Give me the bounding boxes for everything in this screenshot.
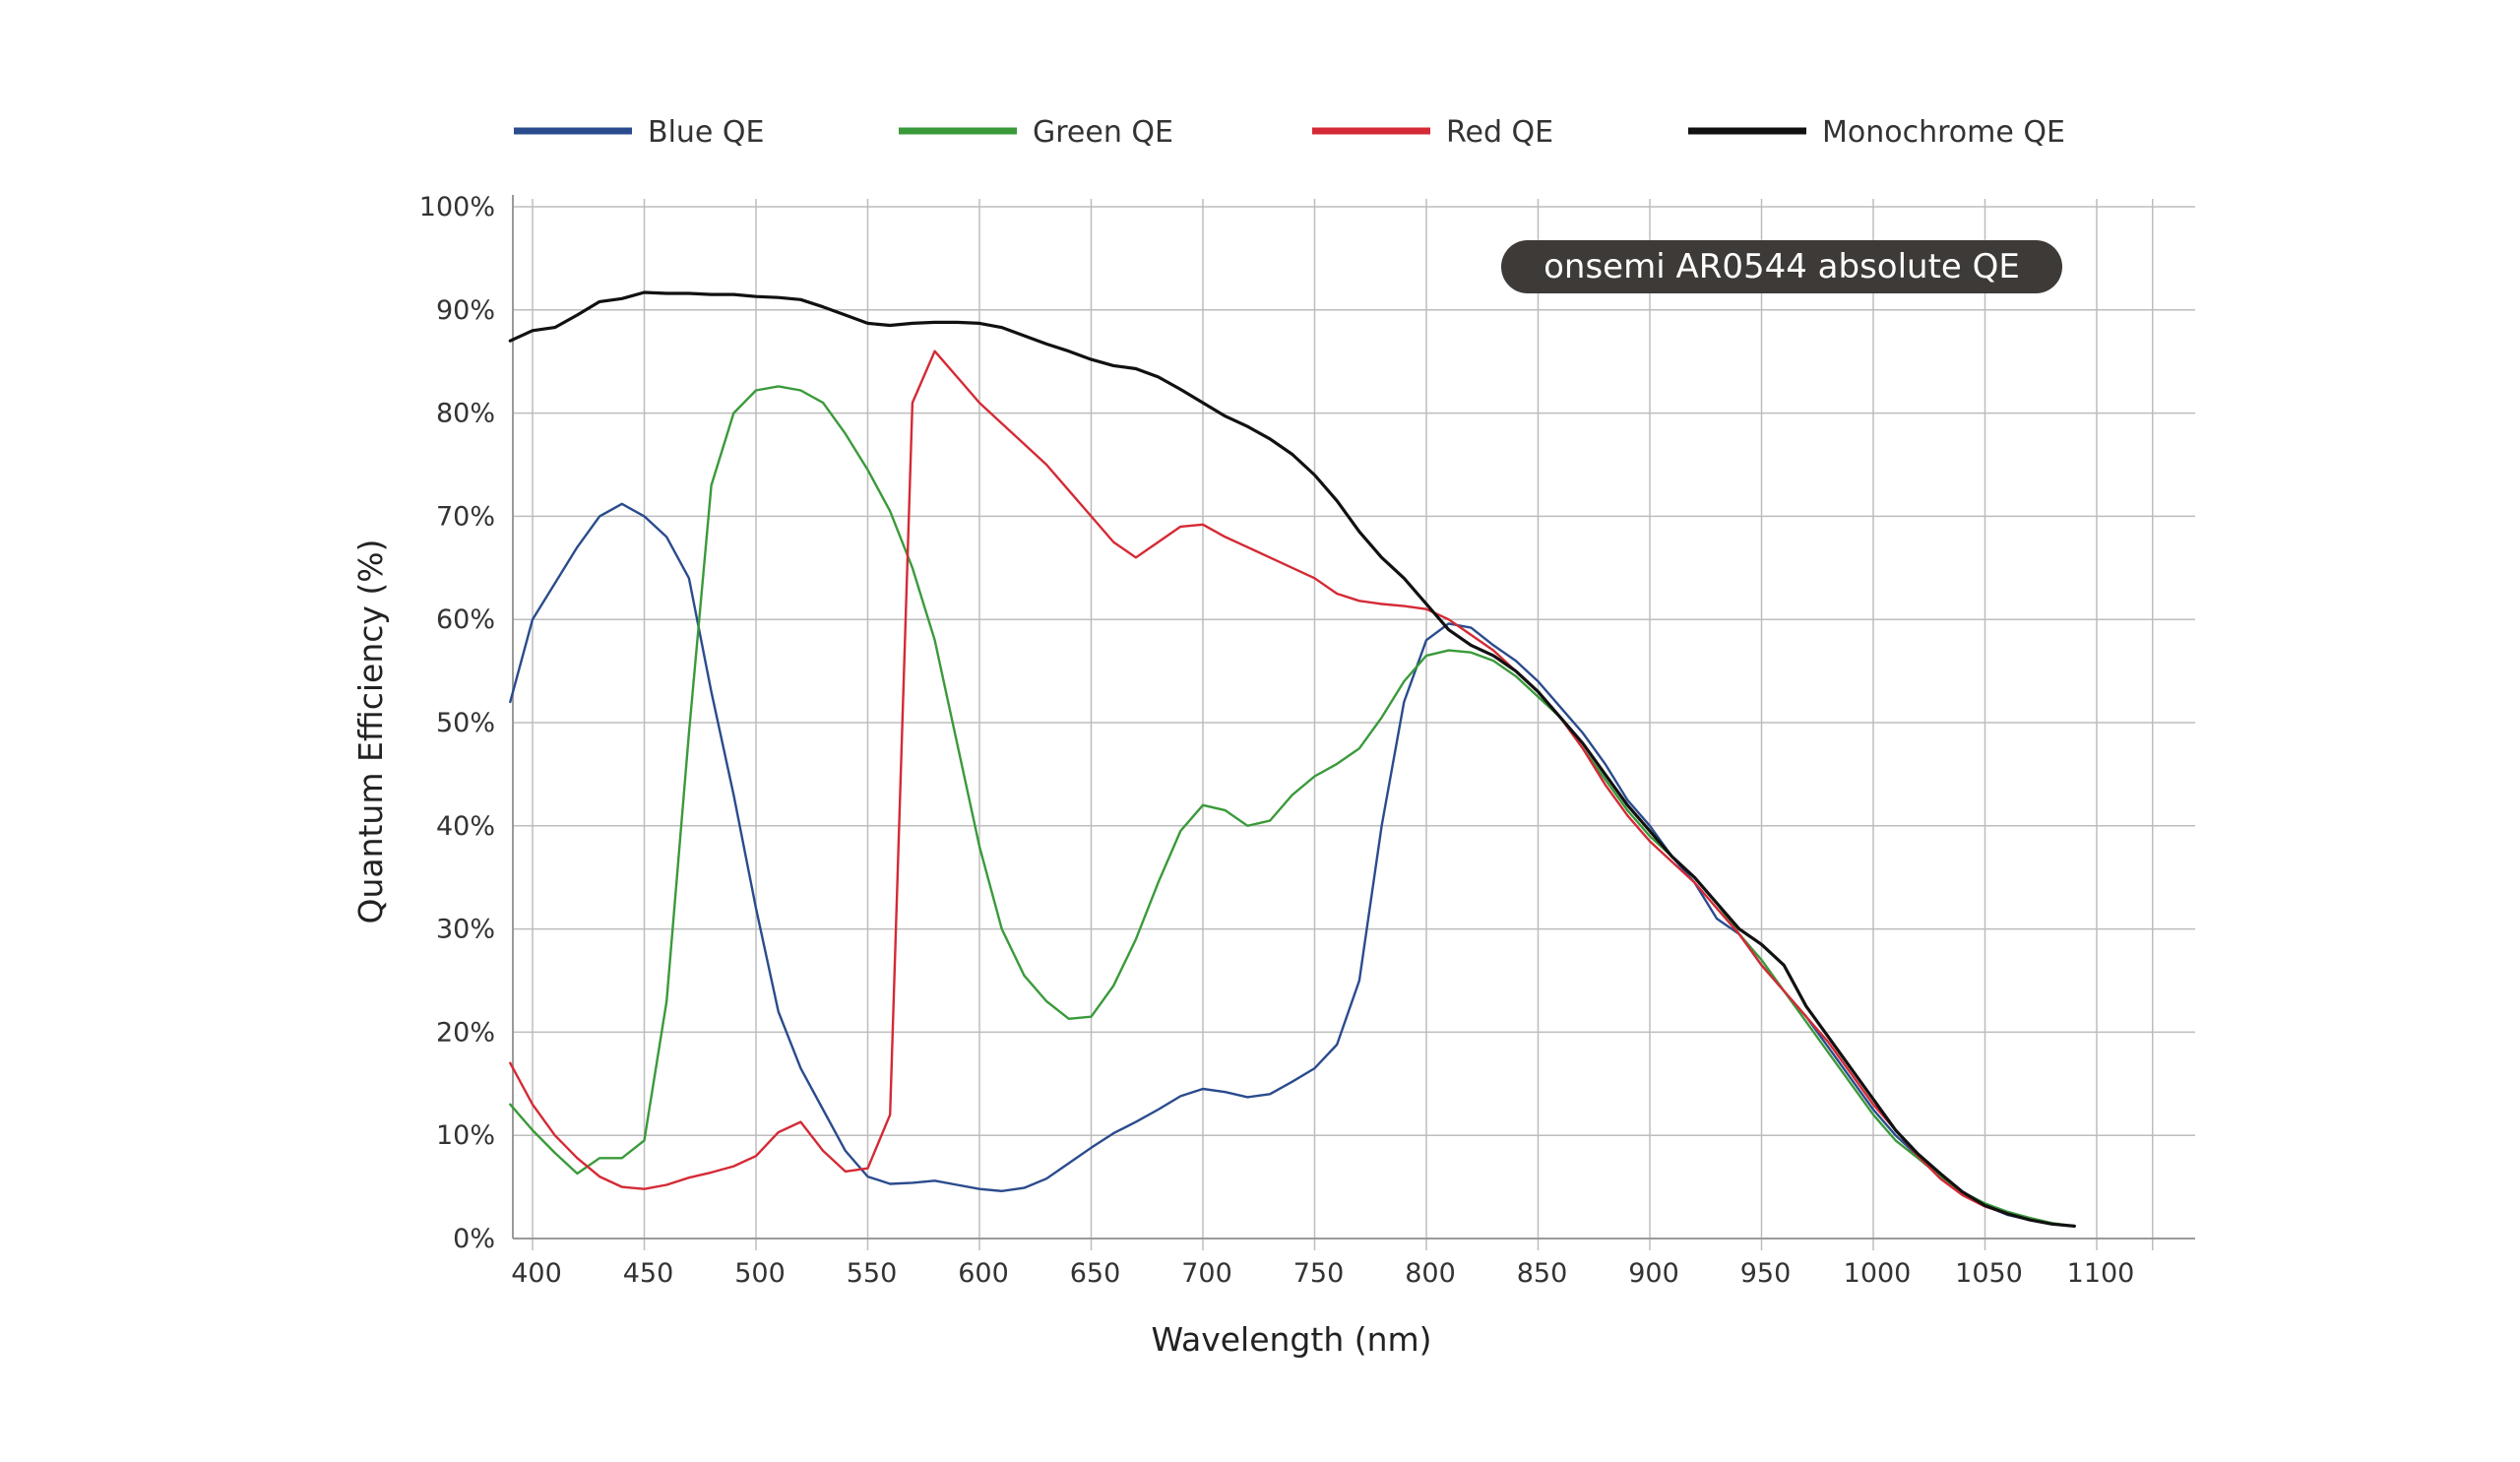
y-tick-label: 10% <box>436 1120 495 1151</box>
y-tick-label: 30% <box>436 915 495 945</box>
title-badge-background <box>1501 240 2062 293</box>
x-tick-label: 450 <box>623 1258 674 1289</box>
y-tick-label: 0% <box>453 1224 495 1254</box>
y-axis-title: Quantum Efficiency (%) <box>351 539 390 923</box>
y-tick-label: 80% <box>436 399 495 429</box>
title-badge: onsemi AR0544 absolute QE <box>1501 240 2062 293</box>
x-tick-labels: 400 450 500 550 600 650 700 750 800 850 900 950 1000… <box>511 1258 2134 1289</box>
axes <box>512 195 2195 1240</box>
series-line-green-qe <box>509 385 2076 1228</box>
legend-label-monochrome-qe: Monochrome QE <box>1822 115 2065 150</box>
legend: Blue QE Green QE Red QE Monochrome QE <box>514 115 2065 150</box>
y-tick-label: 90% <box>436 295 495 326</box>
y-tick-label: 70% <box>436 501 495 532</box>
legend-label-red-qe: Red QE <box>1446 115 1553 150</box>
y-tick-label: 100% <box>419 192 495 222</box>
x-tick-label: 650 <box>1070 1258 1121 1289</box>
x-tick-label: 1100 <box>2067 1258 2135 1289</box>
x-tick-label: 900 <box>1628 1258 1679 1289</box>
grid <box>513 199 2195 1250</box>
chart-title: onsemi AR0544 absolute QE <box>1544 247 2020 286</box>
series-lines <box>508 290 2076 1228</box>
x-tick-label: 600 <box>958 1258 1009 1289</box>
x-tick-label: 550 <box>847 1258 898 1289</box>
x-tick-label: 1050 <box>1955 1258 2023 1289</box>
x-tick-label: 950 <box>1740 1258 1792 1289</box>
y-tick-label: 50% <box>436 708 495 738</box>
x-tick-label: 850 <box>1517 1258 1568 1289</box>
y-tick-labels: 0% 10% 20% 30% 40% 50% 60% 70% 80% 90% 100% <box>419 192 495 1254</box>
y-tick-label: 60% <box>436 604 495 635</box>
x-tick-label: 750 <box>1293 1258 1345 1289</box>
x-tick-label: 800 <box>1405 1258 1456 1289</box>
x-tick-label: 1000 <box>1844 1258 1912 1289</box>
x-tick-label: 400 <box>511 1258 562 1289</box>
x-axis-title: Wavelength (nm) <box>1151 1320 1431 1359</box>
legend-label-blue-qe: Blue QE <box>648 115 765 150</box>
y-tick-label: 40% <box>436 811 495 842</box>
series-line-red-qe <box>509 350 2076 1228</box>
legend-label-green-qe: Green QE <box>1033 115 1173 150</box>
y-tick-label: 20% <box>436 1017 495 1048</box>
x-tick-label: 500 <box>734 1258 786 1289</box>
series-line-monochrome-qe <box>508 290 2076 1228</box>
x-tick-label: 700 <box>1181 1258 1232 1289</box>
